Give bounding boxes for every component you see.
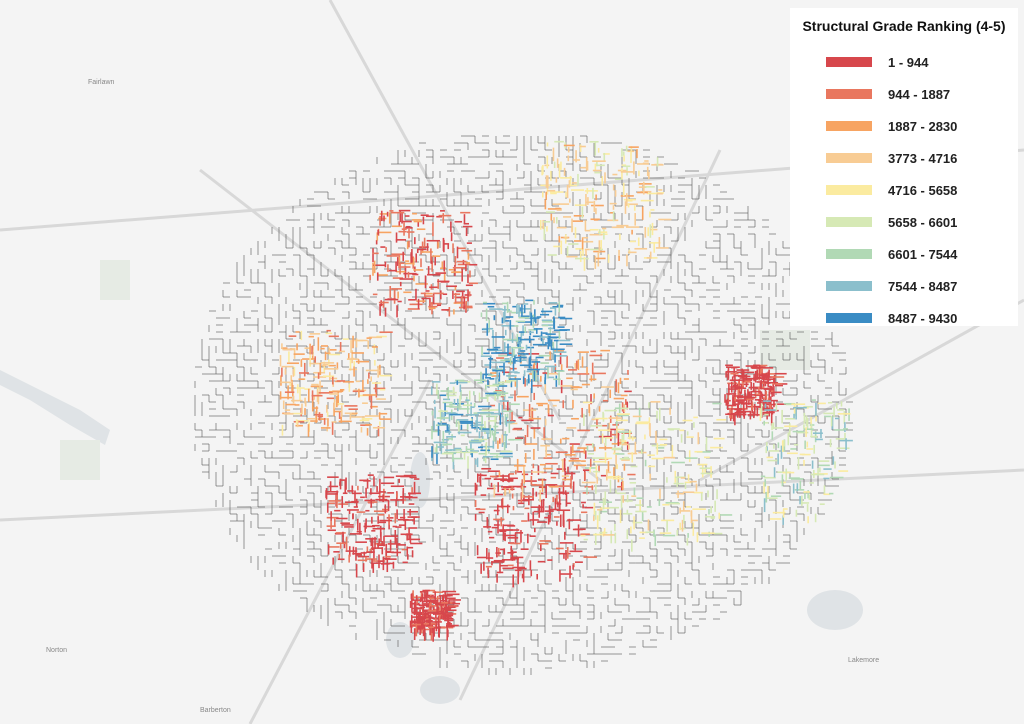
lake	[807, 590, 863, 630]
highway	[248, 379, 432, 724]
highway	[699, 298, 1024, 482]
park	[60, 440, 100, 480]
graded-segments	[279, 140, 853, 642]
highway	[328, 0, 562, 421]
lake	[420, 676, 460, 704]
parks	[60, 260, 810, 480]
park	[760, 330, 810, 370]
park	[100, 260, 130, 300]
lake	[386, 622, 414, 658]
streets	[194, 135, 853, 675]
highway	[458, 149, 722, 701]
river	[0, 370, 110, 445]
